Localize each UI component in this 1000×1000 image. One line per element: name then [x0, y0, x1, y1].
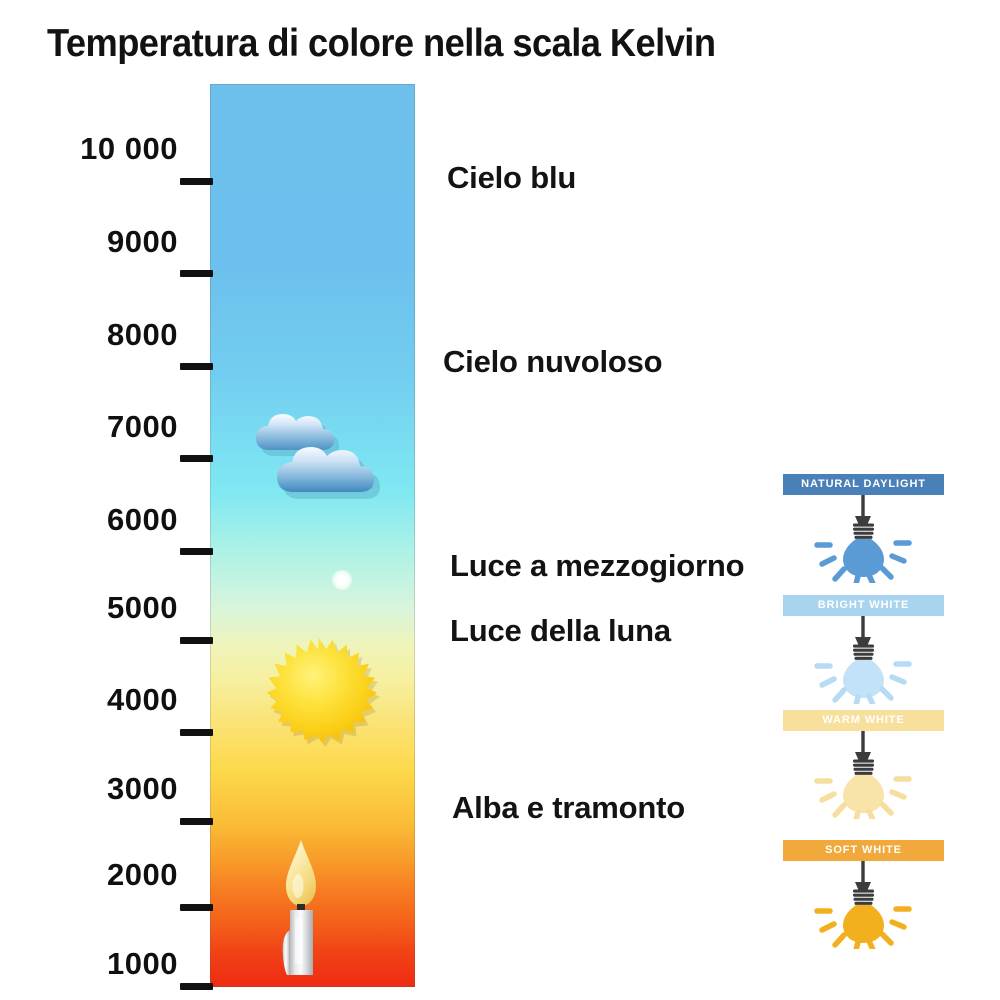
axis-tick-label: 10 000: [80, 131, 178, 166]
axis-tick-mark: [180, 818, 213, 825]
cloud-icon: [252, 410, 384, 502]
bulb-card-banner: WARM WHITE: [783, 710, 944, 731]
axis-tick-mark: [180, 178, 213, 185]
bulb-card[interactable]: BRIGHT WHITE: [783, 595, 944, 712]
scene-label: Alba e tramonto: [452, 790, 685, 825]
candle-icon: [278, 838, 340, 983]
axis-tick-mark: [180, 548, 213, 555]
bulb-card-banner: SOFT WHITE: [783, 840, 944, 861]
scene-label: Luce a mezzogiorno: [450, 548, 745, 583]
axis-tick-label: 4000: [107, 682, 178, 717]
axis-tick-mark: [180, 363, 213, 370]
light-bulb-icon: [783, 495, 944, 591]
scene-label: Cielo blu: [447, 160, 577, 195]
axis-tick-label: 3000: [107, 771, 178, 806]
kelvin-axis: 10 000 9000 8000 7000 6000 5000 4000 3000 2000 10…: [0, 0, 178, 1000]
kelvin-gradient-bar: [210, 84, 415, 987]
axis-tick-label: 2000: [107, 857, 178, 892]
axis-tick-mark: [180, 270, 213, 277]
axis-tick-label: 1000: [107, 946, 178, 981]
light-bulb-icon: [783, 731, 944, 827]
sun-icon: [258, 633, 380, 755]
bulb-card[interactable]: SOFT WHITE: [783, 840, 944, 957]
axis-tick-label: 6000: [107, 502, 178, 537]
scene-label: Cielo nuvoloso: [443, 344, 663, 379]
light-bulb-icon: [783, 616, 944, 712]
axis-tick-mark: [180, 729, 213, 736]
light-bulb-icon: [783, 861, 944, 957]
bulb-card[interactable]: WARM WHITE: [783, 710, 944, 827]
page-title: Temperatura di colore nella scala Kelvin: [47, 22, 716, 65]
bulb-card[interactable]: NATURAL DAYLIGHT: [783, 474, 944, 591]
axis-tick-mark: [180, 455, 213, 462]
axis-tick-label: 8000: [107, 317, 178, 352]
bulb-card-banner: BRIGHT WHITE: [783, 595, 944, 616]
bulb-card-banner: NATURAL DAYLIGHT: [783, 474, 944, 495]
moon-icon: [332, 570, 352, 590]
axis-tick-label: 5000: [107, 590, 178, 625]
scene-label: Luce della luna: [450, 613, 671, 648]
axis-tick-label: 9000: [107, 224, 178, 259]
axis-tick-label: 7000: [107, 409, 178, 444]
axis-tick-mark: [180, 904, 213, 911]
axis-tick-mark: [180, 637, 213, 644]
axis-tick-mark: [180, 983, 213, 990]
